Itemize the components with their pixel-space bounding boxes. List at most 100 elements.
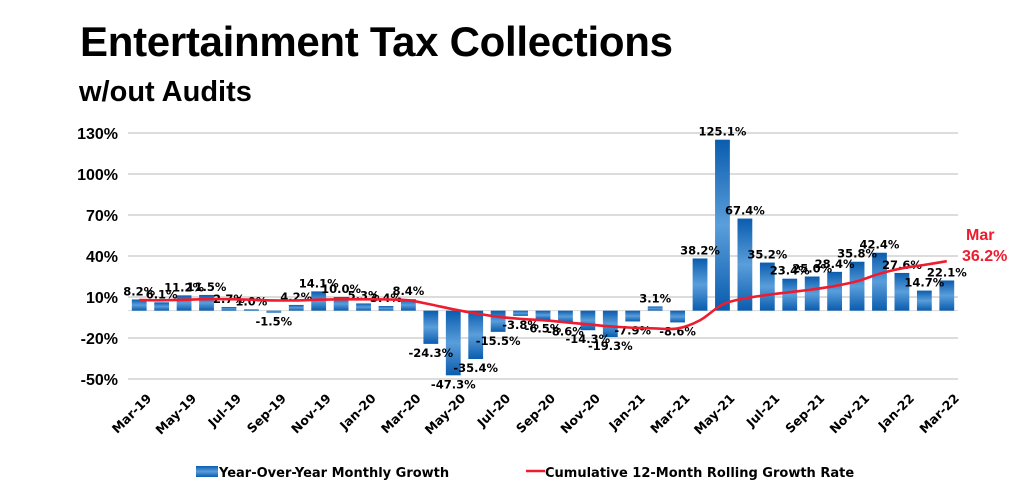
data-label-May-20: -47.3% [431, 377, 476, 391]
bar-Sep-21 [804, 276, 820, 311]
data-label-Oct-20: -8.6% [547, 324, 584, 338]
x-tick-label: Nov-20 [557, 390, 603, 436]
data-label-Nov-20: -14.3% [566, 332, 611, 346]
bar-Mar-20 [401, 299, 416, 311]
y-tick-label: -20% [81, 331, 118, 348]
y-tick-label: 10% [86, 290, 118, 307]
bar-Dec-20 [602, 310, 618, 338]
x-tick-label: Nov-19 [288, 391, 334, 437]
data-label-Nov-21: 35.8% [837, 247, 877, 261]
bar-Sep-19 [266, 310, 282, 313]
bar-Jul-21 [759, 262, 775, 311]
bar-Jun-21 [737, 218, 753, 311]
y-tick-label: 100% [77, 167, 118, 184]
y-tick-label: -50% [81, 372, 118, 389]
bar-May-21 [715, 139, 730, 311]
data-label-Jul-20: -15.5% [476, 334, 521, 348]
data-label-Feb-21: 3.1% [639, 291, 671, 305]
end-annotation: Mar 36.2% [962, 227, 1007, 265]
bar-Feb-21 [647, 306, 663, 311]
bar-Jun-19 [199, 294, 214, 311]
chart-title: Entertainment Tax Collections [80, 18, 673, 65]
bar-May-19 [176, 295, 192, 311]
data-label-Apr-19: 6.1% [146, 287, 178, 301]
bar-Aug-20 [513, 310, 528, 316]
x-tick-label: Sep-20 [513, 390, 558, 435]
legend-label-bars: Year-Over-Year Monthly Growth [218, 466, 449, 481]
data-label-Oct-19: 4.2% [280, 290, 312, 304]
data-label-Sep-19: -1.5% [255, 315, 292, 329]
x-tick-label: Sep-19 [244, 391, 289, 436]
x-tick-label: Mar-21 [647, 391, 693, 437]
x-tick-label: May-20 [422, 390, 469, 437]
data-label-Dec-19: 10.0% [321, 282, 361, 296]
bar-Feb-20 [378, 306, 394, 311]
bar-Apr-20 [423, 310, 439, 344]
x-tick-label: Jul-21 [743, 391, 783, 431]
data-label-May-21: 125.1% [699, 125, 747, 139]
line-series [139, 259, 947, 331]
x-tick-label: Jan-20 [336, 390, 379, 433]
x-tick-label: Mar-20 [378, 390, 424, 436]
end-annotation-month: Mar [966, 227, 994, 244]
bar-Oct-19 [288, 304, 304, 311]
data-label-Apr-21: 38.2% [680, 243, 720, 257]
data-label-Dec-20: -19.3% [588, 339, 633, 353]
x-tick-label: May-19 [152, 391, 199, 438]
data-label-Dec-21: 42.4% [860, 238, 900, 252]
bar-Mar-22 [939, 280, 955, 311]
data-label-Jun-20: -35.4% [453, 361, 498, 375]
bar-Jan-20 [356, 303, 371, 311]
bar-Nov-21 [849, 261, 865, 311]
bar-Jul-19 [221, 306, 237, 311]
x-tick-label: Nov-21 [826, 391, 872, 437]
x-tick-label: Mar-19 [109, 391, 155, 437]
data-label-Jun-21: 67.4% [725, 204, 765, 218]
legend: Year-Over-Year Monthly Growth Cumulative… [196, 466, 854, 481]
data-label-Mar-21: -8.6% [659, 324, 696, 338]
bar-Oct-20 [558, 310, 573, 323]
bar-Feb-22 [916, 290, 932, 311]
data-label-Feb-20: 3.4% [370, 291, 402, 305]
x-tick-label: Sep-21 [782, 391, 827, 436]
bar-Oct-21 [827, 271, 843, 311]
bar-Jan-22 [894, 272, 910, 311]
bar-series [131, 139, 955, 376]
bar-Jun-20 [468, 310, 484, 360]
x-tick-label: May-21 [691, 391, 738, 438]
x-tick-label: Jul-19 [204, 391, 244, 431]
legend-bar-swatch [196, 466, 218, 477]
bar-Aug-19 [243, 309, 259, 311]
x-tick-label: Jul-20 [473, 390, 513, 430]
bar-May-20 [445, 310, 461, 376]
y-tick-label: 40% [86, 249, 118, 266]
data-label-Jul-21: 35.2% [747, 248, 787, 262]
legend-label-line: Cumulative 12-Month Rolling Growth Rate [545, 466, 854, 481]
bar-Sep-20 [535, 310, 551, 320]
y-tick-label: 70% [86, 208, 118, 225]
data-label-Sep-20: -6.5% [525, 322, 562, 336]
bar-Apr-21 [692, 258, 708, 311]
data-label-May-19: 11.2% [164, 280, 204, 294]
end-annotation-value: 36.2% [962, 248, 1007, 265]
bar-Mar-19 [131, 299, 147, 311]
data-label-Nov-19: 14.1% [299, 276, 339, 290]
data-label-Apr-20: -24.3% [409, 346, 454, 360]
bar-Aug-21 [782, 278, 798, 311]
data-label-Jan-21: -7.9% [614, 323, 651, 337]
bar-data-labels: 8.2%6.1%11.2%11.5%2.7%1.0%-1.5%4.2%14.1%… [123, 125, 967, 392]
data-label-Jun-19: 11.5% [187, 280, 227, 294]
data-label-Aug-21: 23.4% [770, 264, 810, 278]
x-tick-label: Jan-21 [605, 391, 648, 434]
bar-Apr-19 [154, 302, 170, 311]
y-tick-label: 130% [77, 126, 118, 143]
data-label-Oct-21: 28.4% [815, 257, 855, 271]
bar-Dec-21 [872, 252, 887, 311]
chart-subtitle: w/out Audits [79, 76, 252, 108]
y-axis: 130% 100% 70% 40% 10% -20% -50% [77, 126, 118, 389]
data-label-Sep-21: 25.0% [792, 262, 832, 276]
data-label-Jan-22: 27.6% [882, 258, 922, 272]
x-tick-label: Mar-22 [916, 391, 962, 437]
